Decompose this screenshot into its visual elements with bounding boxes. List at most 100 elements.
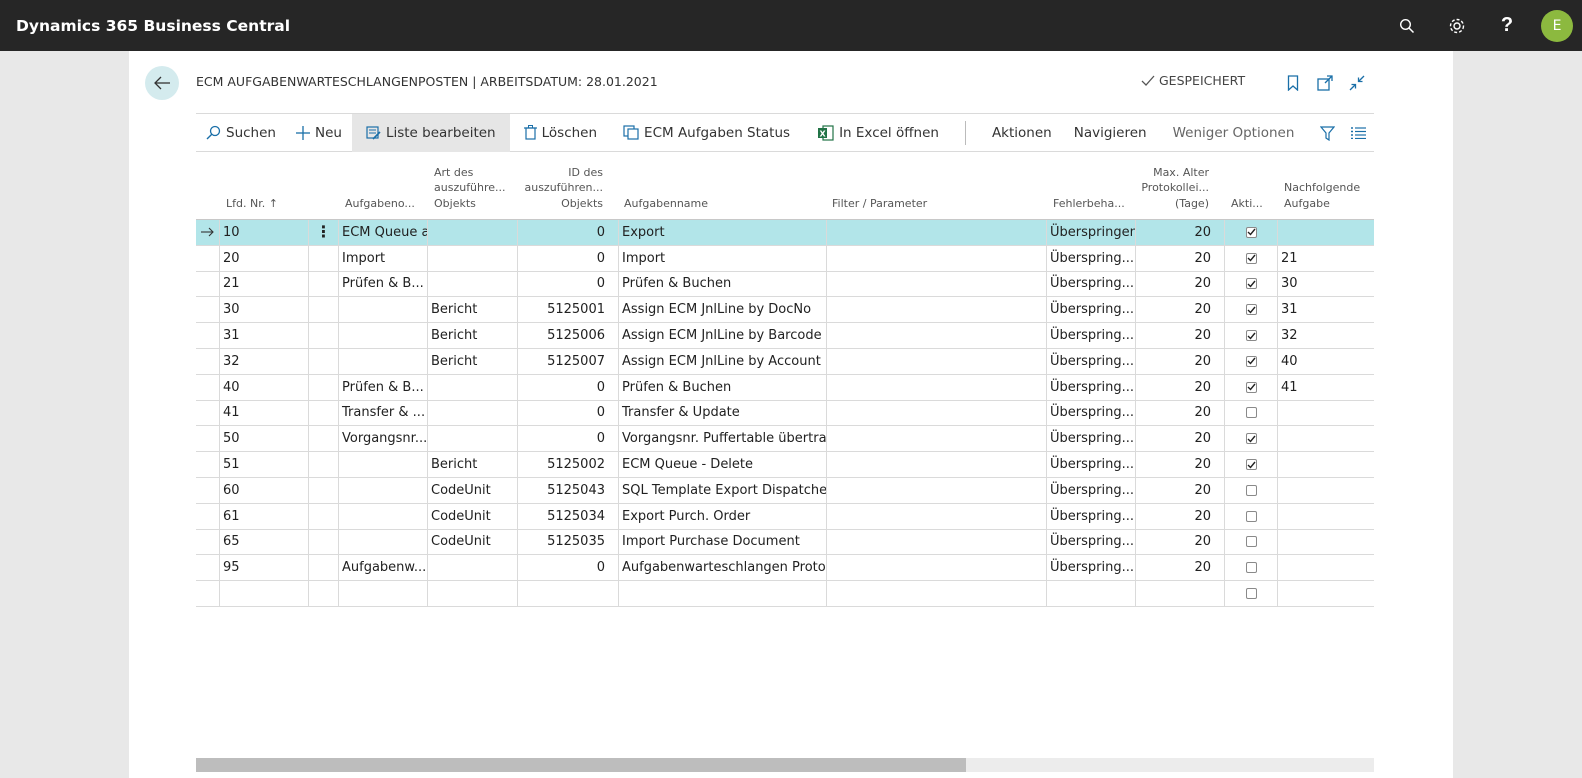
- new-button[interactable]: Neu: [286, 114, 352, 152]
- avatar[interactable]: E: [1541, 9, 1573, 42]
- cell-aufgabenname[interactable]: Import: [619, 245, 827, 271]
- cell-lfd-nr[interactable]: 50: [220, 426, 309, 452]
- search-button[interactable]: Suchen: [196, 114, 286, 152]
- search-icon[interactable]: [1382, 0, 1432, 51]
- cell-aktiv[interactable]: [1225, 426, 1278, 452]
- checkbox-checked[interactable]: [1245, 304, 1257, 316]
- checkbox-unchecked[interactable]: [1245, 484, 1257, 496]
- checkbox-unchecked[interactable]: [1245, 588, 1257, 600]
- cell-art[interactable]: [428, 271, 518, 297]
- cell-lfd-nr[interactable]: 20: [220, 245, 309, 271]
- cell-aufgabenname[interactable]: Export Purch. Order: [619, 503, 827, 529]
- col-aktiv[interactable]: Akti...: [1231, 196, 1263, 210]
- cell-id[interactable]: 0: [518, 374, 619, 400]
- cell-art[interactable]: [428, 555, 518, 581]
- cell-max-alter[interactable]: 20: [1136, 555, 1225, 581]
- cell-aufgabencode[interactable]: [339, 503, 428, 529]
- cell-aufgabencode[interactable]: Import: [339, 245, 428, 271]
- help-icon[interactable]: ?: [1500, 14, 1514, 36]
- table-row[interactable]: 50 Vorgangsnr.... 0 Vorgangsnr. Puffertable…: [196, 426, 1374, 453]
- more-options-icon[interactable]: ⋮: [315, 222, 332, 242]
- cell-art[interactable]: CodeUnit: [428, 477, 518, 503]
- cell-nachfolgende[interactable]: [1278, 555, 1374, 580]
- row-menu[interactable]: [309, 555, 339, 581]
- cell-filter[interactable]: [827, 426, 1047, 452]
- row-menu[interactable]: [309, 374, 339, 400]
- cell-fehlerbehandlung[interactable]: Überspringen: [1047, 220, 1136, 245]
- table-row[interactable]: 65 CodeUnit 5125035 Import Purchase Documen…: [196, 529, 1374, 556]
- cell-nachfolgende[interactable]: 21: [1278, 246, 1374, 271]
- cell-lfd-nr[interactable]: 40: [220, 374, 309, 400]
- cell-lfd-nr[interactable]: 30: [220, 297, 309, 323]
- col-art-des-objekts[interactable]: Art des auszuführe... Objekts: [434, 165, 506, 210]
- col-lfd-nr[interactable]: Lfd. Nr. ↑: [226, 196, 278, 210]
- scrollbar-thumb[interactable]: [196, 758, 966, 772]
- cell-filter[interactable]: [827, 374, 1047, 400]
- row-menu[interactable]: [309, 426, 339, 452]
- cell-aktiv[interactable]: [1225, 271, 1278, 297]
- cell-nachfolgende[interactable]: [1278, 401, 1374, 426]
- cell-id[interactable]: 5125043: [518, 477, 619, 503]
- cell-aufgabencode[interactable]: [339, 348, 428, 374]
- cell-nachfolgende[interactable]: [1278, 426, 1374, 451]
- cell-aktiv[interactable]: [1225, 220, 1278, 245]
- table-row[interactable]: 10 ⋮ ECM Queue a 0 Export Überspringen 20: [196, 220, 1374, 246]
- table-row[interactable]: 51 Bericht 5125002 ECM Queue - Delete Übersp…: [196, 452, 1374, 478]
- col-filter-parameter[interactable]: Filter / Parameter: [832, 196, 928, 210]
- cell-aufgabencode[interactable]: [339, 581, 428, 606]
- checkbox-checked[interactable]: [1245, 330, 1257, 342]
- bookmark-icon[interactable]: [1283, 73, 1303, 93]
- col-aufgabencode[interactable]: Aufgabeno...: [345, 196, 415, 210]
- checkbox-checked[interactable]: [1245, 433, 1257, 445]
- cell-aufgabencode[interactable]: [339, 529, 428, 555]
- cell-id[interactable]: 5125035: [518, 529, 619, 555]
- cell-aufgabenname[interactable]: Prüfen & Buchen: [619, 271, 827, 297]
- row-menu[interactable]: [309, 245, 339, 271]
- cell-aufgabencode[interactable]: [339, 477, 428, 503]
- navigate-menu[interactable]: Navigieren: [1073, 124, 1147, 141]
- table-row[interactable]: 40 Prüfen & B... 0 Prüfen & Buchen Übersprin…: [196, 374, 1374, 401]
- cell-id[interactable]: 0: [518, 220, 619, 245]
- cell-max-alter[interactable]: 20: [1136, 426, 1225, 452]
- cell-aufgabencode[interactable]: Vorgangsnr....: [339, 426, 428, 452]
- back-arrow-icon[interactable]: [145, 66, 179, 100]
- cell-filter[interactable]: [827, 271, 1047, 297]
- cell-lfd-nr[interactable]: 21: [220, 271, 309, 297]
- cell-max-alter[interactable]: 20: [1136, 271, 1225, 297]
- cell-aufgabencode[interactable]: Prüfen & B...: [339, 271, 428, 297]
- cell-filter[interactable]: [827, 529, 1047, 555]
- cell-id[interactable]: 5125006: [518, 323, 619, 348]
- fewer-options-button[interactable]: Weniger Optionen: [1172, 124, 1295, 141]
- cell-lfd-nr[interactable]: [220, 581, 309, 606]
- row-menu[interactable]: [309, 348, 339, 374]
- cell-aufgabenname[interactable]: Assign ECM JnlLine by Barcode: [619, 323, 827, 348]
- cell-aktiv[interactable]: [1225, 323, 1278, 348]
- checkbox-checked[interactable]: [1245, 226, 1257, 238]
- col-max-alter[interactable]: Max. Alter Protokollei... (Tage): [1141, 165, 1209, 210]
- cell-art[interactable]: [428, 581, 518, 606]
- row-menu[interactable]: [309, 297, 339, 323]
- cell-aufgabenname[interactable]: Export: [619, 220, 827, 245]
- cell-aktiv[interactable]: [1225, 400, 1278, 426]
- cell-art[interactable]: [428, 374, 518, 400]
- cell-id[interactable]: 5125002: [518, 452, 619, 477]
- delete-button[interactable]: Löschen: [510, 114, 607, 152]
- col-fehlerbehandlung[interactable]: Fehlerbeha...: [1053, 196, 1125, 210]
- row-menu[interactable]: [309, 477, 339, 503]
- row-menu[interactable]: [309, 271, 339, 297]
- row-menu[interactable]: [309, 323, 339, 348]
- cell-filter[interactable]: [827, 555, 1047, 581]
- row-menu[interactable]: [309, 529, 339, 555]
- cell-art[interactable]: Bericht: [428, 297, 518, 323]
- cell-aufgabenname[interactable]: Import Purchase Document: [619, 529, 827, 555]
- cell-fehlerbehandlung[interactable]: Überspring...: [1047, 452, 1136, 477]
- cell-max-alter[interactable]: 20: [1136, 529, 1225, 555]
- cell-id[interactable]: 5125001: [518, 297, 619, 323]
- collapse-icon[interactable]: [1347, 73, 1367, 93]
- checkbox-checked[interactable]: [1245, 278, 1257, 290]
- cell-max-alter[interactable]: 20: [1136, 323, 1225, 348]
- checkbox-checked[interactable]: [1245, 355, 1257, 367]
- cell-filter[interactable]: [827, 581, 1047, 606]
- cell-nachfolgende[interactable]: 32: [1278, 323, 1374, 348]
- table-row[interactable]: 30 Bericht 5125001 Assign ECM JnlLine by Do…: [196, 297, 1374, 324]
